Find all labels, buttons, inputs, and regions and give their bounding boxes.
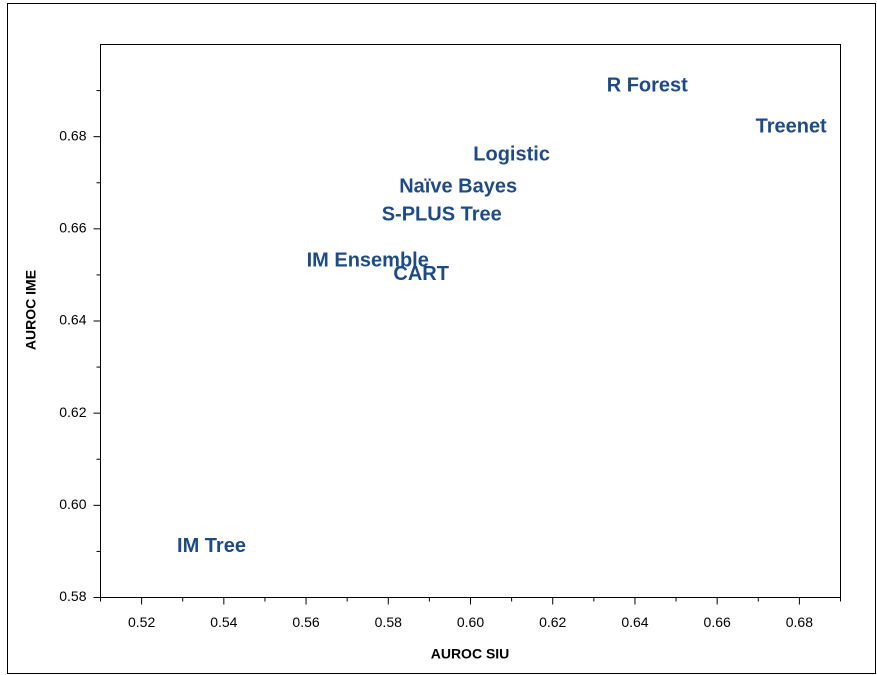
x-tick-label: 0.68 (786, 614, 813, 630)
point-label: Treenet (756, 116, 827, 138)
point-label: Naïve Bayes (399, 176, 517, 198)
x-tick-label: 0.66 (704, 614, 731, 630)
frame (7, 3, 876, 674)
y-tick-label: 0.60 (59, 496, 86, 512)
x-tick-label: 0.56 (292, 614, 319, 630)
x-tick-label: 0.54 (210, 614, 237, 630)
point-label: R Forest (607, 74, 688, 96)
x-tick-label: 0.60 (457, 614, 484, 630)
y-tick-label: 0.66 (59, 220, 86, 236)
x-tick-label: 0.64 (621, 614, 648, 630)
y-tick-label: 0.62 (59, 404, 86, 420)
point-label: S-PLUS Tree (382, 203, 502, 225)
y-tick-label: 0.58 (59, 588, 86, 604)
x-tick-label: 0.58 (375, 614, 402, 630)
x-tick-label: 0.52 (128, 614, 155, 630)
y-tick-label: 0.68 (59, 127, 86, 143)
plot-area (100, 44, 841, 598)
point-label: CART (393, 263, 449, 285)
y-axis-title: AUROC IME (23, 270, 39, 350)
x-axis-title: AUROC SIU (431, 646, 510, 662)
y-tick-label: 0.64 (59, 312, 86, 328)
point-label: IM Ensemble (307, 249, 429, 271)
point-label: IM Tree (177, 535, 246, 557)
point-label: Logistic (473, 143, 550, 165)
x-tick-label: 0.62 (539, 614, 566, 630)
